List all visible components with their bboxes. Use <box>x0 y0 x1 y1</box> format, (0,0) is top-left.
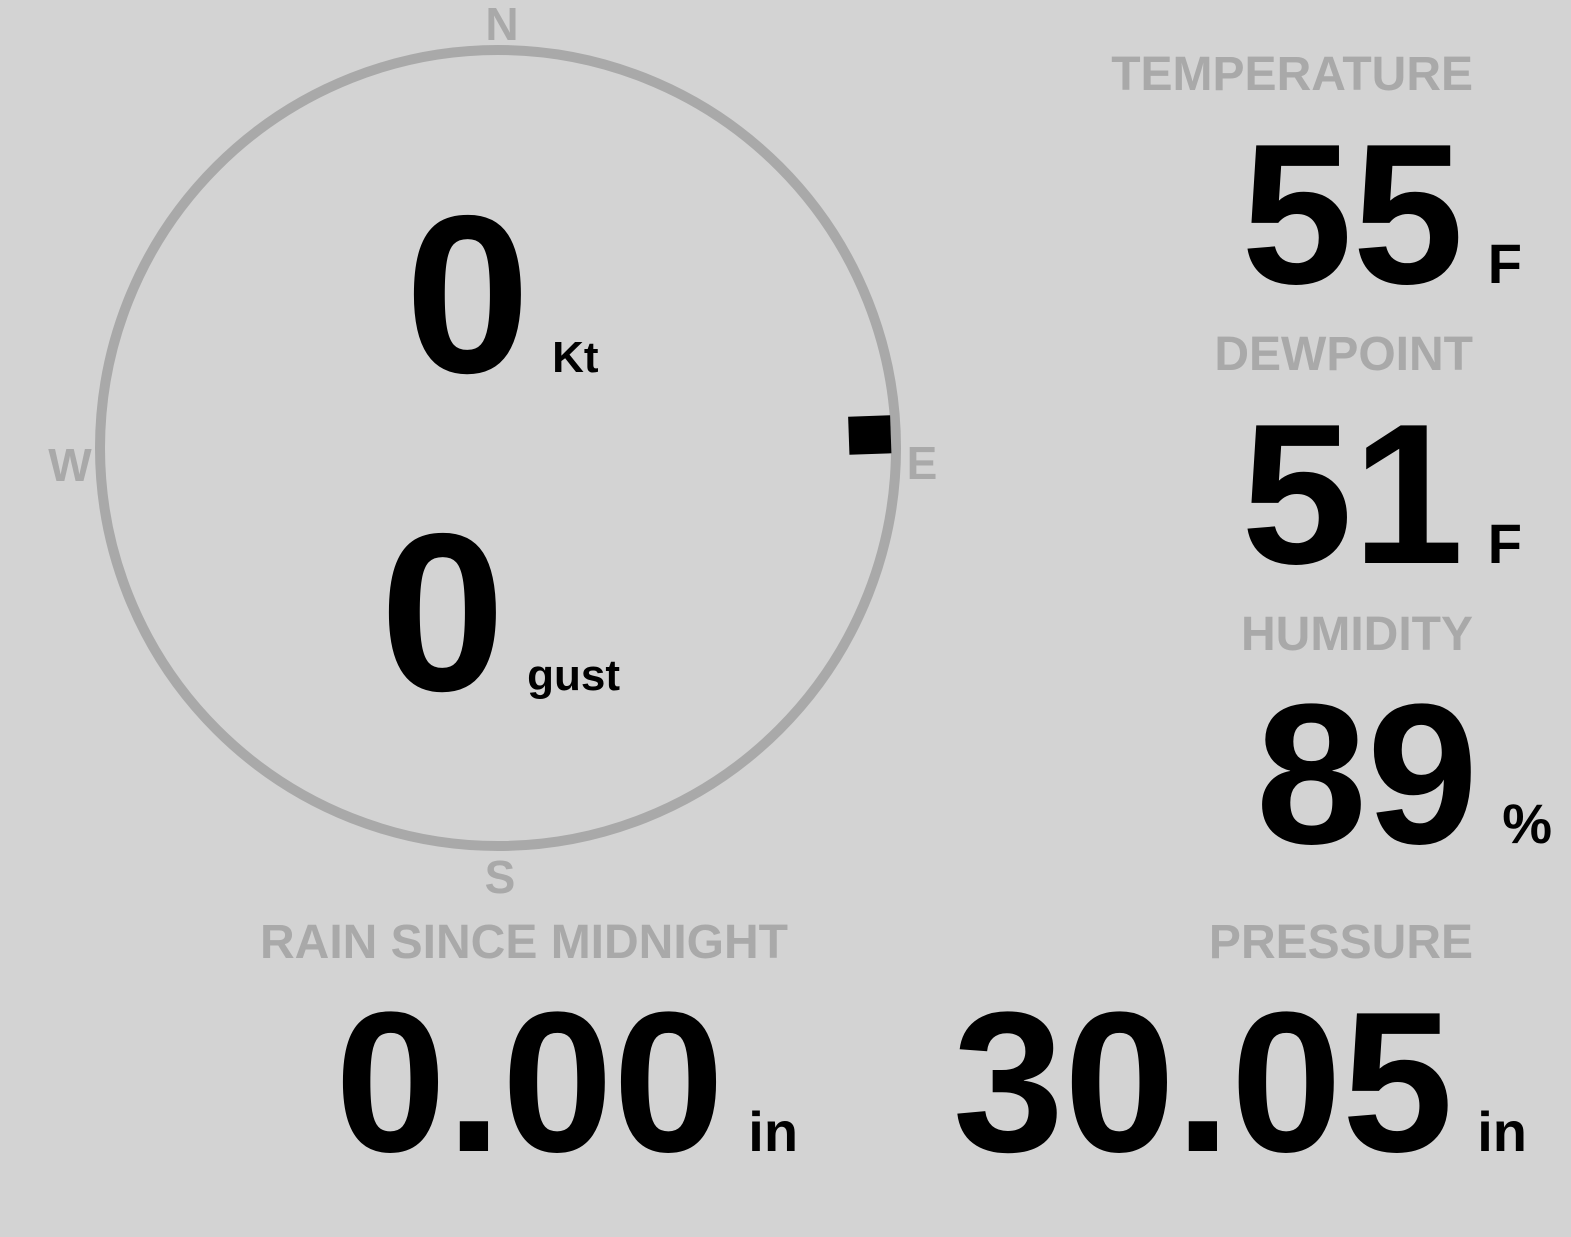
humidity-label: HUMIDITY <box>1241 608 1473 661</box>
compass-south-label: S <box>485 851 516 903</box>
pressure-unit: in <box>1477 1100 1527 1163</box>
dewpoint-unit: F <box>1487 512 1522 575</box>
wind-gust-unit: gust <box>527 651 621 700</box>
pressure-reading: 30.05 in <box>953 983 1527 1183</box>
compass-west-label: W <box>48 439 92 491</box>
rain-value: 0.00 <box>335 971 725 1194</box>
compass-ring <box>95 45 901 851</box>
humidity-value: 89 <box>1255 663 1479 886</box>
temperature-reading: 55 F <box>1241 115 1522 315</box>
rain-unit: in <box>748 1100 799 1163</box>
dewpoint-reading: 51 F <box>1241 395 1522 595</box>
compass-east-label: E <box>907 437 938 489</box>
dewpoint-label: DEWPOINT <box>1214 328 1473 381</box>
temperature-value: 55 <box>1241 103 1464 326</box>
wind-speed: 0 Kt <box>405 182 599 407</box>
wind-speed-value: 0 <box>405 168 531 420</box>
wind-speed-unit: Kt <box>552 333 599 382</box>
humidity-unit: % <box>1502 792 1552 855</box>
humidity-reading: 89 % <box>1256 675 1552 875</box>
dewpoint-value: 51 <box>1241 383 1464 606</box>
rain-label: RAIN SINCE MIDNIGHT <box>260 916 788 969</box>
pressure-label: PRESSURE <box>1208 916 1473 969</box>
temperature-unit: F <box>1487 232 1522 295</box>
compass-north-label: N <box>485 0 518 50</box>
rain-reading: 0.00 in <box>335 983 798 1183</box>
wind-gust-value: 0 <box>380 486 506 738</box>
wind-gust: 0 gust <box>380 500 620 725</box>
pressure-value: 30.05 <box>952 971 1454 1194</box>
temperature-label: TEMPERATURE <box>1111 48 1473 101</box>
wind-direction-marker <box>848 415 892 455</box>
